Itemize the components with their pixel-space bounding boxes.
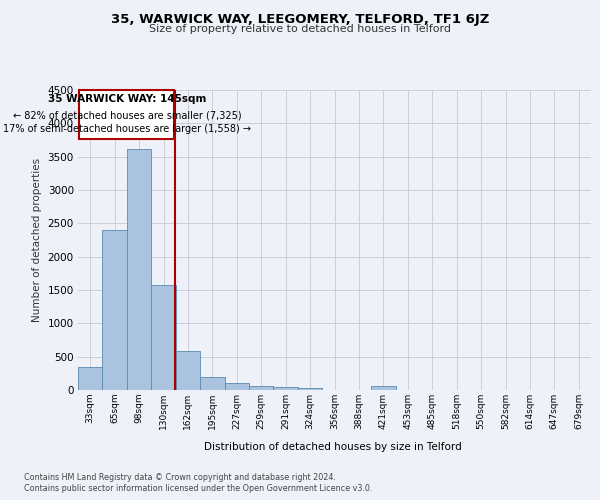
Text: Contains public sector information licensed under the Open Government Licence v3: Contains public sector information licen… [24, 484, 373, 493]
Text: 35, WARWICK WAY, LEEGOMERY, TELFORD, TF1 6JZ: 35, WARWICK WAY, LEEGOMERY, TELFORD, TF1… [111, 12, 489, 26]
Bar [176, 350, 200, 390]
Bar [151, 286, 176, 390]
Bar [103, 230, 127, 390]
Text: 35 WARWICK WAY: 145sqm: 35 WARWICK WAY: 145sqm [47, 94, 206, 104]
Y-axis label: Number of detached properties: Number of detached properties [32, 158, 42, 322]
Bar [298, 388, 322, 390]
Bar [371, 386, 395, 390]
Text: Contains HM Land Registry data © Crown copyright and database right 2024.: Contains HM Land Registry data © Crown c… [24, 472, 336, 482]
Text: ← 82% of detached houses are smaller (7,325): ← 82% of detached houses are smaller (7,… [13, 110, 241, 120]
Bar [274, 388, 298, 390]
Bar [224, 383, 249, 390]
Bar [127, 148, 151, 390]
Text: 17% of semi-detached houses are larger (1,558) →: 17% of semi-detached houses are larger (… [3, 124, 251, 134]
Bar [200, 376, 224, 390]
Bar [249, 386, 274, 390]
Text: Size of property relative to detached houses in Telford: Size of property relative to detached ho… [149, 24, 451, 34]
Text: Distribution of detached houses by size in Telford: Distribution of detached houses by size … [204, 442, 462, 452]
Bar [78, 366, 103, 390]
